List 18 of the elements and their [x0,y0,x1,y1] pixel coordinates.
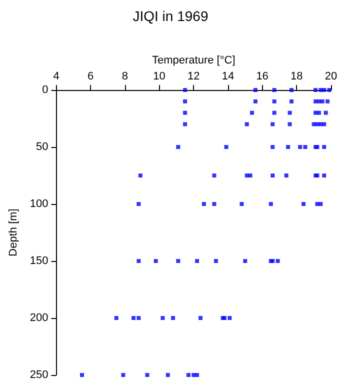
x-tick-label: 6 [88,70,94,82]
x-tick-label: 12 [188,70,200,82]
y-tick-label: 100 [30,198,48,210]
y-tick-label: 200 [30,312,48,324]
y-tick-label: 0 [42,84,48,96]
x-tick-label: 18 [290,70,303,82]
x-tick-label: 14 [222,70,234,82]
y-tick-label: 250 [30,369,48,381]
x-tick-label: 10 [153,70,166,82]
y-axis-title: Depth [m] [8,208,20,256]
x-tick-label: 4 [53,70,60,82]
x-tick-label: 8 [122,70,128,82]
y-tick-label: 150 [30,255,48,267]
x-tick-label: 16 [256,70,268,82]
chart-title: JIQI in 1969 [132,8,208,24]
x-axis-title: Temperature [°C] [152,54,236,66]
x-tick-label: 20 [324,70,338,82]
y-tick-label: 50 [36,141,48,153]
